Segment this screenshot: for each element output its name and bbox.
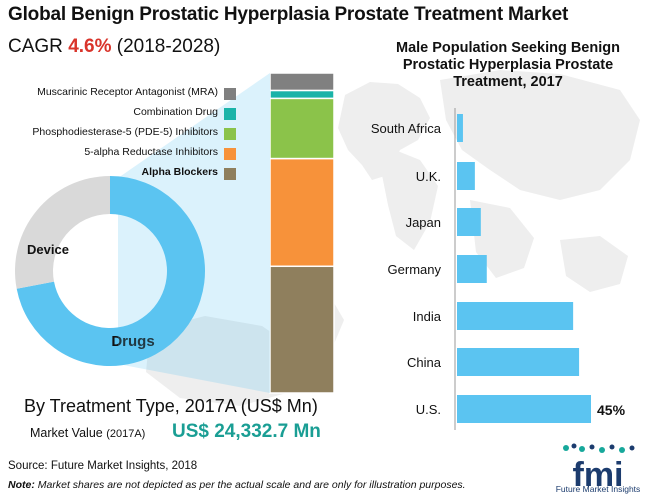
legend-swatch-combination-drug [224,108,236,120]
stack-segment-5-alpha-reductase-inhibitors [269,157,335,268]
bar-category-china: China [407,355,442,370]
stacked-bar-chart [269,72,335,394]
bar-category-u-s: U.S. [416,402,441,417]
cagr-line: CAGR 4.6% (2018-2028) [8,36,220,58]
bar-category-germany: Germany [388,262,442,277]
bar-south-africa [457,114,463,142]
bar-chart-title: Male Population Seeking Benign Prostatic… [396,40,620,90]
donut-slice-drugs [16,176,206,367]
horizontal-bar-chart: South Africa U.K. Japan Germany India China U.… [371,108,626,430]
donut-label-device: Device [27,242,69,257]
bar-category-u-k: U.K. [416,169,441,184]
market-value-label: Market Value (2017A) [30,426,145,440]
legend-swatch-alpha-blockers [224,168,236,180]
donut-chart: Drugs Device [14,176,206,367]
donut-slice-device [14,176,111,289]
cagr-period: (2018-2028) [116,36,221,57]
disclaimer-note: Note: Market shares are not depicted as … [8,479,466,491]
stack-segment-phosphodiesterase-5-pde-5-inhibitors [269,97,335,160]
market-value-period: (2017A) [106,428,146,440]
donut-label-drugs: Drugs [111,333,154,350]
note-text: Market shares are not depicted as per th… [37,479,466,491]
logo-caption: Future Market Insights [555,484,641,494]
source-note: Source: Future Market Insights, 2018 [8,460,198,472]
page-title: Global Benign Prostatic Hyperplasia Pros… [8,4,569,25]
legend-label-combination-drug: Combination Drug [133,106,218,118]
market-value: US$ 24,332.7 Mn [172,421,321,442]
legend-label-muscarinic-receptor-antagonist-mra: Muscarinic Receptor Antagonist (MRA) [37,86,218,98]
bar-india [457,302,574,330]
note-label: Note: [8,479,35,491]
legend-swatch-muscarinic-receptor-antagonist-mra [224,88,236,100]
bar-japan [457,208,481,236]
market-value-text: Market Value [30,426,103,440]
drugs-to-stack-connector [118,73,270,393]
stack-segment-muscarinic-receptor-antagonist-mra [269,72,335,92]
bar-germany [457,255,487,283]
bar-data-label-u-s: 45% [597,402,626,418]
donut-connector [118,73,270,393]
bar-category-south-africa: South Africa [371,121,442,136]
legend-label-5-alpha-reductase-inhibitors: 5-alpha Reductase Inhibitors [84,146,218,158]
bar-category-japan: Japan [406,215,441,230]
bar-u-s [457,395,591,423]
legend-swatch-5-alpha-reductase-inhibitors [224,148,236,160]
legend-label-phosphodiesterase-5-pde-5-inhibitors: Phosphodiesterase-5 (PDE-5) Inhibitors [32,126,218,138]
stack-segment-alpha-blockers [269,265,335,394]
cagr-value: 4.6% [68,36,112,57]
logo-dots-icon [563,443,635,453]
bar-china [457,348,580,376]
cagr-label: CAGR [8,36,63,57]
by-treatment-type-label: By Treatment Type, 2017A (US$ Mn) [24,396,318,416]
stack-segment-combination-drug [269,89,335,100]
bar-category-india: India [413,309,442,324]
legend-label-alpha-blockers: Alpha Blockers [141,166,218,178]
logo-wordmark: fmi [573,456,624,494]
bar-u-k [457,162,475,190]
legend-swatch-phosphodiesterase-5-pde-5-inhibitors [224,128,236,140]
fmi-logo: fmi [563,443,635,494]
